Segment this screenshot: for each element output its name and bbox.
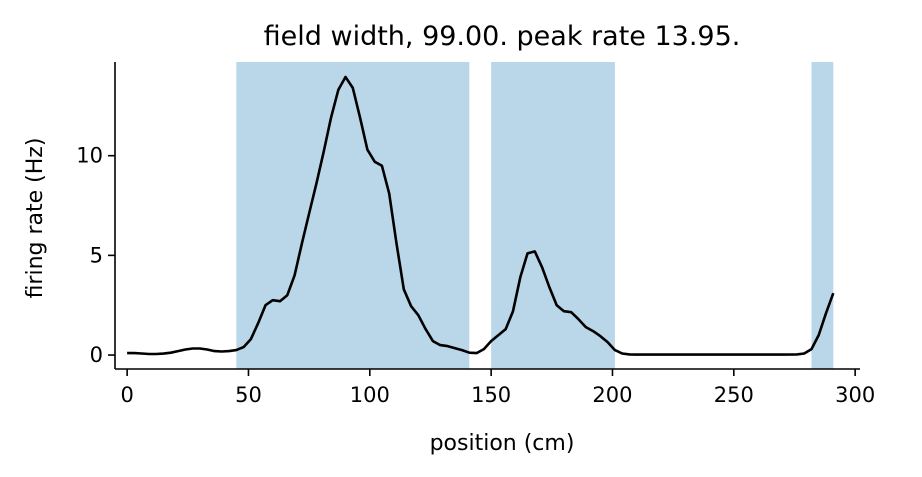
x-ticks: 0 50 100 150 200 250 300 [120,369,875,407]
x-tick-label: 150 [471,383,511,407]
x-tick-label: 50 [235,383,262,407]
field-band-1 [236,62,470,369]
x-tick-label: 200 [592,383,632,407]
firing-rate-line [127,75,835,356]
y-tick-label: 10 [76,144,103,168]
x-tick-label: 300 [835,383,875,407]
x-tick-label: 250 [714,383,754,407]
x-axis-label: position (cm) [430,431,575,456]
field-band-2 [491,62,615,369]
y-tick-label: 0 [90,343,103,367]
chart-title: field width, 99.00. peak rate 13.95. [264,21,741,52]
y-ticks: 0 5 10 [76,144,115,367]
x-tick-label: 100 [350,383,390,407]
y-axis-label: firing rate (Hz) [23,138,48,299]
axes [114,62,860,370]
rate-curve-layer [127,75,835,356]
x-tick-label: 0 [120,383,133,407]
place-field-bands [236,62,834,369]
y-tick-label: 5 [90,243,103,267]
field-band-3 [811,62,834,369]
